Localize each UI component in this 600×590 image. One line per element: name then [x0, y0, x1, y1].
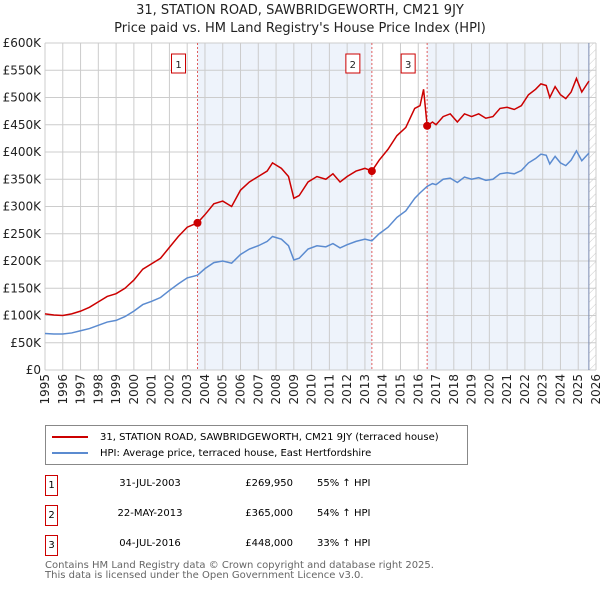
transaction-marker: 3 — [45, 535, 58, 556]
y-tick-label: £600K — [3, 36, 43, 50]
legend-label-hpi: HPI: Average price, terraced house, East… — [100, 447, 372, 459]
legend-swatch-red — [52, 436, 88, 438]
transaction-hpi-diff: 54% ↑ HPI — [317, 508, 371, 519]
x-tick-label: 2006 — [234, 374, 248, 405]
price-chart: 1995 1996 1997 1998 1999 2000 2001 2002 2003 2004… — [3, 36, 600, 405]
x-tick-label: 1998 — [91, 374, 105, 405]
sale-label: 1 — [175, 60, 181, 71]
x-tick-label: 2010 — [305, 374, 319, 405]
y-tick-label: £0 — [26, 363, 41, 377]
y-tick-label: £500K — [3, 91, 43, 105]
transaction-marker: 1 — [45, 475, 58, 496]
transaction-date: 31-JUL-2003 — [119, 478, 181, 489]
x-tick-label: 2016 — [411, 374, 425, 405]
legend-label-property: 31, STATION ROAD, SAWBRIDGEWORTH, CM21 9… — [100, 431, 439, 443]
sale-label-box — [345, 53, 361, 74]
x-tick-label: 1997 — [74, 374, 88, 405]
transaction-hpi-diff: 33% ↑ HPI — [317, 538, 371, 549]
x-tick-label: 1995 — [38, 374, 52, 405]
x-tick-label: 2004 — [198, 374, 212, 405]
y-tick-label: £100K — [3, 309, 43, 323]
x-tick-label: 1999 — [109, 374, 123, 405]
transaction-hpi-diff: 55% ↑ HPI — [317, 478, 371, 489]
x-tick-label: 2009 — [287, 374, 301, 405]
x-tick-label: 2018 — [447, 374, 461, 405]
y-tick-label: £250K — [3, 227, 43, 241]
transaction-price: £269,950 — [245, 478, 293, 489]
x-tick-label: 2012 — [340, 374, 354, 405]
footer-copyright: Contains HM Land Registry data © Crown c… — [45, 560, 434, 571]
x-tick-label: 2015 — [393, 374, 407, 405]
transaction-marker: 2 — [45, 505, 58, 526]
x-tick-label: 2017 — [429, 374, 443, 405]
x-tick-label: 2023 — [536, 374, 550, 405]
series-line — [44, 149, 590, 335]
sale-point — [193, 218, 202, 227]
x-tick-label: 2000 — [127, 374, 141, 405]
sale-point — [367, 167, 376, 176]
transaction-price: £365,000 — [245, 508, 293, 519]
x-tick-label: 2025 — [571, 374, 585, 405]
series-line — [44, 76, 590, 317]
x-tick-label: 2007 — [251, 374, 265, 405]
sale-point — [423, 121, 432, 130]
y-tick-label: £50K — [10, 336, 42, 350]
sale-label: 3 — [405, 60, 411, 71]
legend-item-property: 31, STATION ROAD, SAWBRIDGEWORTH, CM21 9… — [52, 430, 439, 444]
x-tick-label: 2011 — [322, 374, 336, 405]
y-tick-label: £300K — [3, 200, 43, 214]
x-tick-label: 2014 — [376, 374, 390, 405]
x-tick-label: 2019 — [465, 374, 479, 405]
y-tick-label: £350K — [3, 172, 43, 186]
y-tick-label: £400K — [3, 145, 43, 159]
chart-title: 31, STATION ROAD, SAWBRIDGEWORTH, CM21 9… — [136, 3, 464, 18]
x-tick-label: 2002 — [162, 374, 176, 405]
x-tick-label: 2005 — [216, 374, 230, 405]
x-tick-label: 2001 — [145, 374, 159, 405]
x-tick-label: 2021 — [500, 374, 514, 405]
x-tick-label: 2022 — [518, 374, 532, 405]
y-tick-label: £450K — [3, 118, 43, 132]
sale-label-box — [400, 53, 416, 74]
y-tick-label: £550K — [3, 63, 43, 77]
chart-subtitle: Price paid vs. HM Land Registry's House … — [114, 21, 486, 36]
x-tick-label: 2026 — [589, 374, 600, 405]
transaction-price: £448,000 — [245, 538, 293, 549]
footer-licence: This data is licensed under the Open Gov… — [45, 570, 364, 581]
sale-label: 2 — [350, 60, 356, 71]
transaction-date: 04-JUL-2016 — [119, 538, 181, 549]
x-tick-label: 2013 — [358, 374, 372, 405]
x-tick-label: 2020 — [482, 374, 496, 405]
x-tick-label: 2008 — [269, 374, 283, 405]
x-tick-label: 2003 — [180, 374, 194, 405]
transaction-date: 22-MAY-2013 — [117, 508, 183, 519]
footer: Contains HM Land Registry data © Crown c… — [45, 561, 434, 581]
x-tick-label: 1996 — [56, 374, 70, 405]
legend: 31, STATION ROAD, SAWBRIDGEWORTH, CM21 9… — [45, 425, 468, 465]
legend-swatch-blue — [52, 452, 88, 454]
sale-label-box — [171, 53, 187, 74]
y-tick-label: £150K — [3, 281, 43, 295]
legend-item-hpi: HPI: Average price, terraced house, East… — [52, 446, 371, 460]
x-tick-label: 2024 — [553, 374, 567, 405]
y-tick-label: £200K — [3, 254, 43, 268]
